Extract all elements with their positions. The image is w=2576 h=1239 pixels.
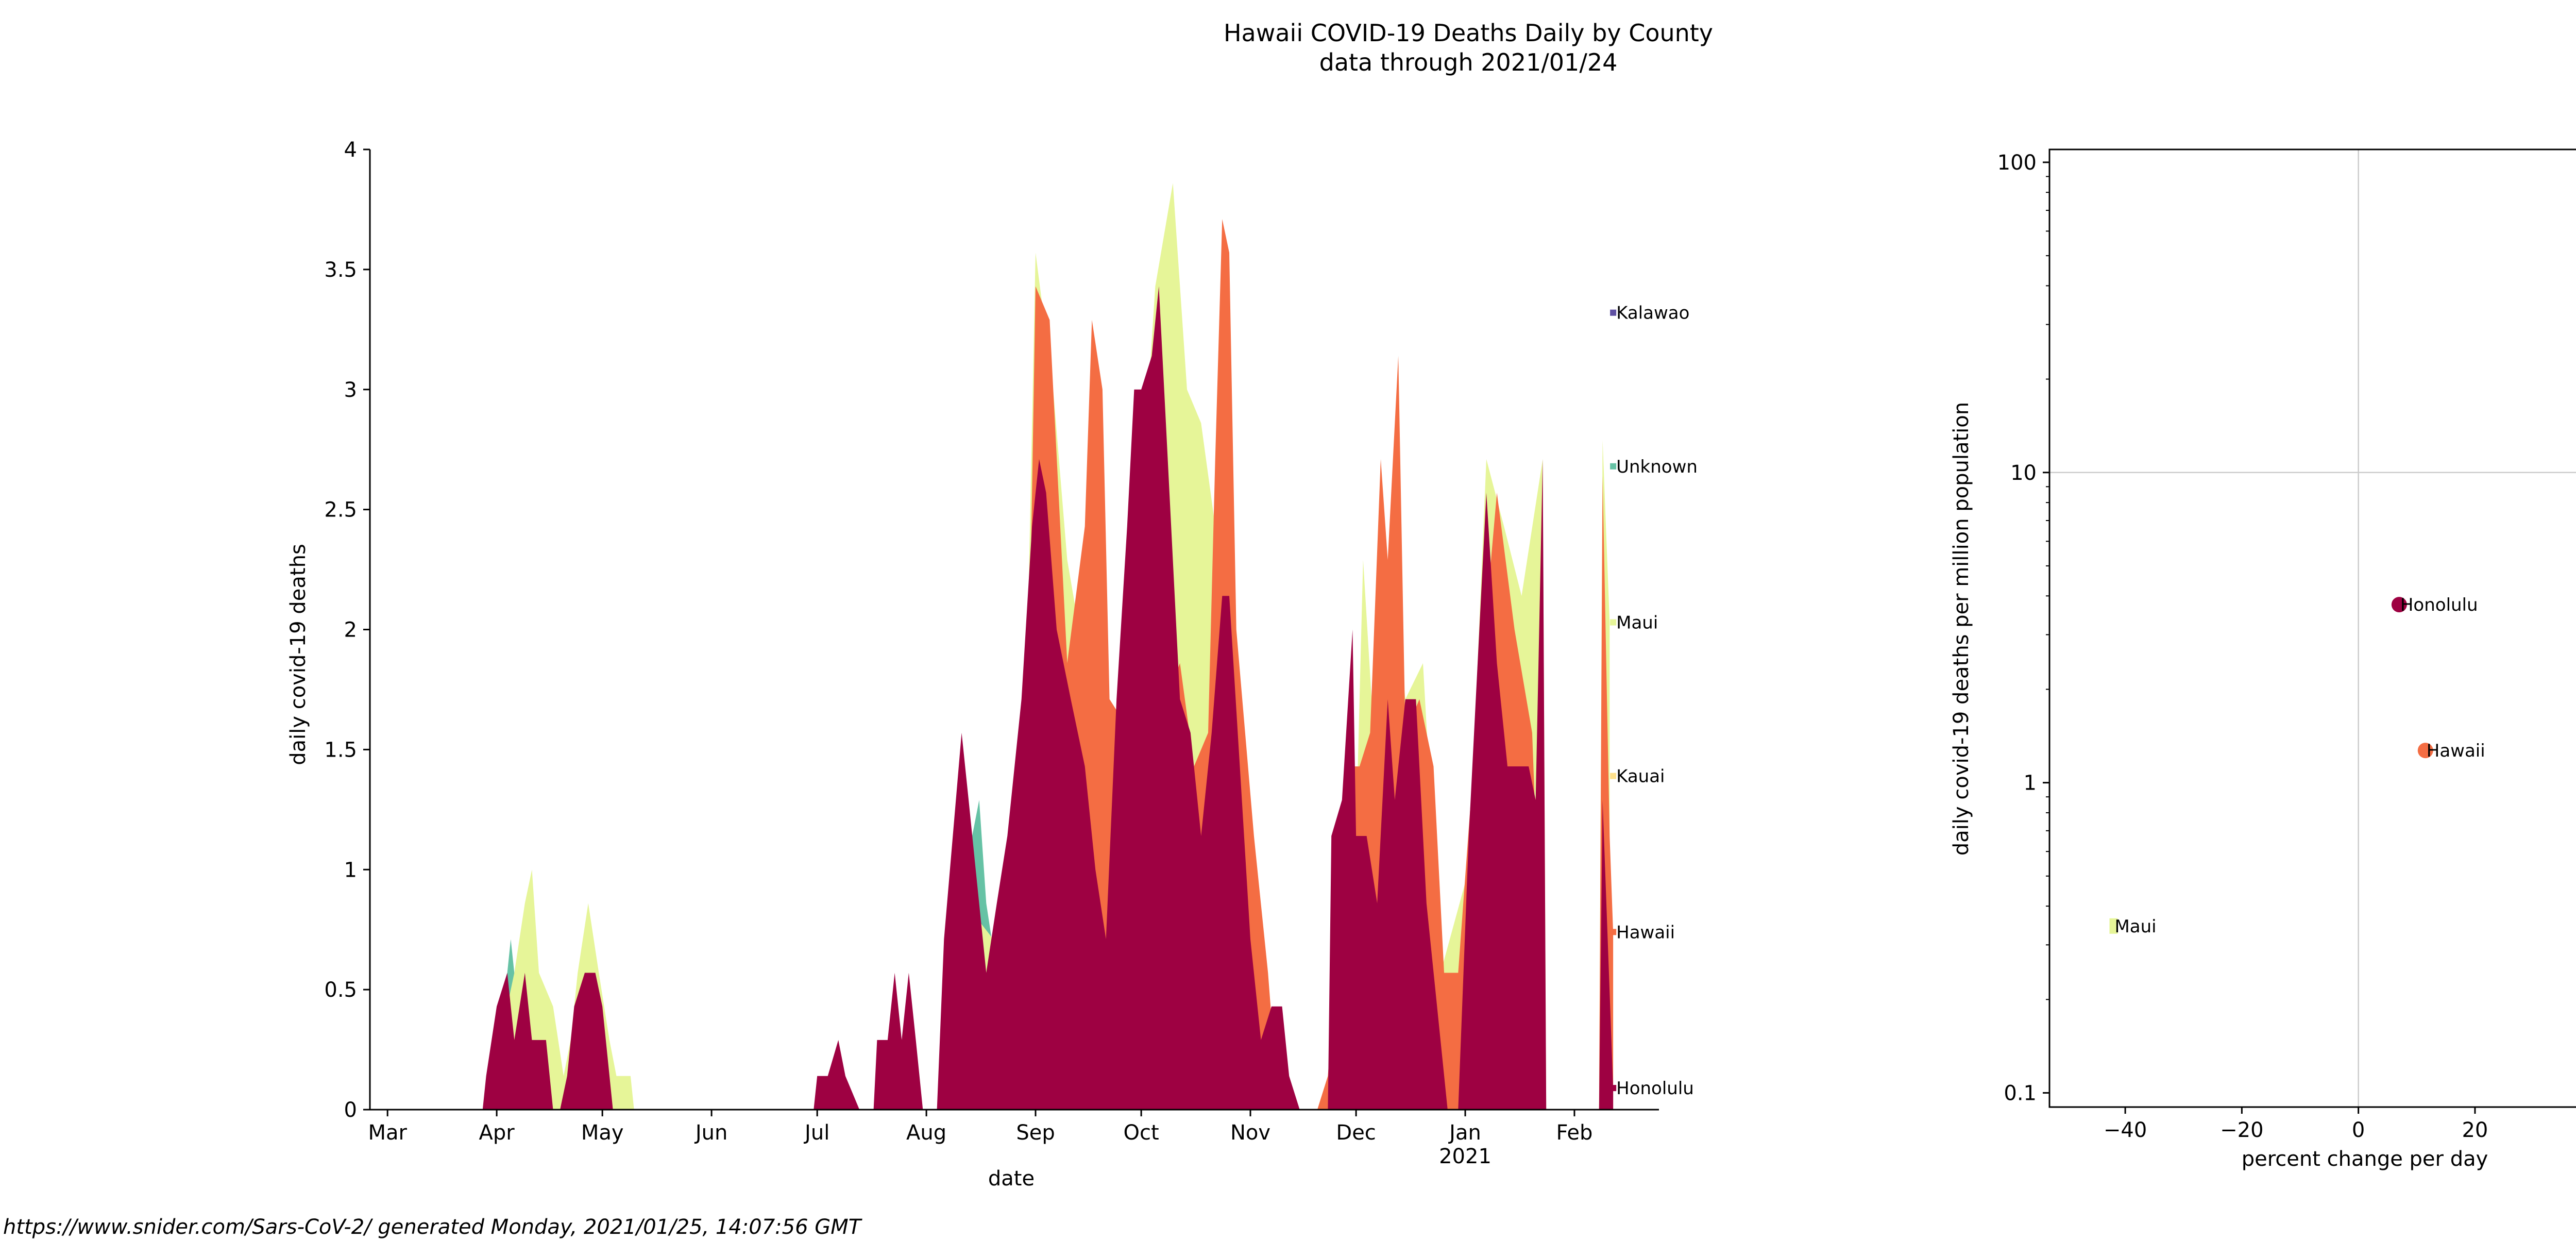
area-series-group — [387, 183, 1614, 1110]
left-x-tick-label: Dec — [1336, 1121, 1376, 1145]
right-x-tick-label: −20 — [2220, 1118, 2263, 1142]
right-y-axis-label: daily covid-19 deaths per million popula… — [1950, 402, 1973, 856]
left-x-tick-label: Apr — [479, 1121, 515, 1145]
left-x-tick-label: May — [581, 1121, 624, 1145]
left-y-axis-label: daily covid-19 deaths — [286, 544, 310, 765]
scatter-point-hawaii — [2417, 743, 2433, 759]
left-x-axis-label: date — [988, 1167, 1035, 1191]
end-marker-maui — [1610, 619, 1617, 626]
end-label-hawaii: Hawaii — [1616, 922, 1675, 943]
scatter-point-honolulu — [2391, 597, 2407, 613]
chart-subtitle: data through 2021/01/24 — [1319, 48, 1618, 76]
left-x-tick-label: Jun — [694, 1121, 728, 1145]
right-x-axis-label: percent change per day — [2242, 1147, 2488, 1171]
chart-title: Hawaii COVID-19 Deaths Daily by County — [1224, 19, 1713, 47]
left-y-tick-label: 2 — [344, 618, 357, 642]
left-x-tick-label: Sep — [1016, 1121, 1055, 1145]
left-y-tick-label: 3.5 — [324, 258, 357, 282]
series-area-honolulu — [387, 286, 1614, 1110]
scatter-point-maui — [2109, 918, 2118, 934]
right-axes-frame — [2048, 148, 2576, 1108]
end-marker-honolulu — [1610, 1085, 1617, 1092]
left-y-tick-label: 2.5 — [324, 498, 357, 522]
left-x-tick-label: Oct — [1124, 1121, 1159, 1145]
scatter-reference-lines — [2049, 149, 2576, 1107]
right-y-tick-label: 10 — [2010, 461, 2037, 485]
right-x-tick-label: 20 — [2462, 1118, 2488, 1142]
scatter-point-group: Honolulu Hawaii Maui — [2109, 595, 2485, 937]
left-y-tick-label: 4 — [344, 138, 357, 162]
left-x-tick-label: Jan — [1448, 1121, 1481, 1145]
end-marker-kauai — [1610, 773, 1617, 779]
right-x-tick-label: −40 — [2104, 1118, 2147, 1142]
left-axes: 0 0.5 1 1.5 2 2.5 3 3.5 4 Mar Apr May Jun Jul Aug Sep Oc… — [324, 138, 1659, 1168]
right-y-tick-label: 1 — [2024, 772, 2037, 795]
left-y-tick-label: 1.5 — [324, 738, 357, 762]
left-y-tick-label: 3 — [344, 378, 357, 402]
end-label-kauai: Kauai — [1616, 766, 1665, 787]
end-label-unknown: Unknown — [1616, 457, 1698, 477]
left-y-tick-label: 1 — [344, 858, 357, 882]
scatter-label-maui: Maui — [2114, 916, 2156, 937]
left-x-tick-label: Feb — [1556, 1121, 1593, 1145]
right-y-tick-label: 100 — [1997, 151, 2037, 175]
left-x-tick-label: Jul — [803, 1121, 829, 1145]
end-marker-kalawao — [1610, 309, 1617, 316]
right-x-tick-label: 0 — [2352, 1118, 2365, 1142]
left-x-tick-label: Mar — [368, 1121, 407, 1145]
end-marker-unknown — [1610, 463, 1617, 470]
footer-text: https://www.snider.com/Sars-CoV-2/ gener… — [3, 1215, 861, 1239]
left-x-year-label: 2021 — [1439, 1145, 1492, 1168]
left-x-tick-label: Aug — [906, 1121, 946, 1145]
end-label-group: Kalawao Unknown Maui Kauai Hawaii Honolulu — [1610, 303, 1698, 1099]
end-label-honolulu: Honolulu — [1616, 1078, 1694, 1099]
right-y-tick-label: 0.1 — [2004, 1081, 2037, 1105]
scatter-label-honolulu: Honolulu — [2400, 595, 2478, 615]
end-label-kalawao: Kalawao — [1616, 303, 1689, 324]
end-marker-hawaii — [1610, 929, 1617, 935]
scatter-label-hawaii: Hawaii — [2427, 741, 2485, 761]
left-x-tick-label: Nov — [1230, 1121, 1270, 1145]
end-label-maui: Maui — [1616, 613, 1658, 633]
left-y-tick-label: 0.5 — [324, 978, 357, 1002]
left-y-tick-label: 0 — [344, 1098, 357, 1122]
